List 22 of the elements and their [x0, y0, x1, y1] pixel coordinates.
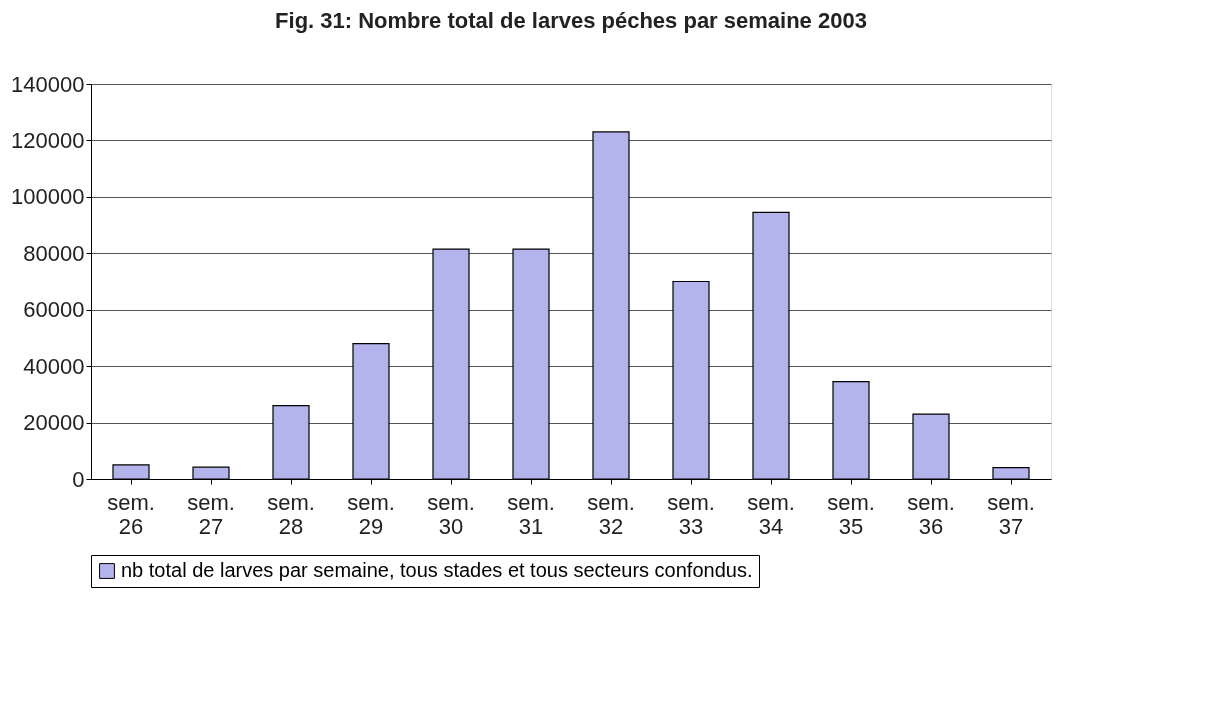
x-tick-label: sem. 28 [267, 489, 315, 539]
x-tick-label: sem. 29 [347, 489, 395, 539]
x-tick-label: sem. 30 [427, 489, 475, 539]
y-tick-label: 60000 [23, 297, 85, 323]
chart-title: Fig. 31: Nombre total de larves péches par semaine 2003 [275, 8, 867, 33]
x-tick-label: sem. 31 [507, 489, 555, 539]
y-tick-label: 80000 [23, 240, 85, 266]
y-tick-label: 0 [72, 466, 85, 492]
x-tick-label: sem. 26 [107, 489, 155, 539]
x-tick-label: sem. 32 [587, 489, 635, 539]
x-tick-label: sem. 34 [747, 489, 795, 539]
y-tick-label: 100000 [11, 184, 85, 210]
x-tick-label: sem. 27 [187, 489, 235, 539]
y-tick-label: 40000 [23, 353, 85, 379]
x-tick-label: sem. 33 [667, 489, 715, 539]
x-tick-label: sem. 37 [987, 489, 1035, 539]
y-tick-label: 140000 [11, 71, 85, 97]
y-tick-label: 120000 [11, 127, 85, 153]
legend-label: nb total de larves par semaine, tous stades et tous secteurs confondus. [121, 559, 753, 581]
x-tick-label: sem. 36 [907, 489, 955, 539]
x-tick-label: sem. 35 [827, 489, 875, 539]
y-tick-label: 20000 [23, 410, 85, 436]
